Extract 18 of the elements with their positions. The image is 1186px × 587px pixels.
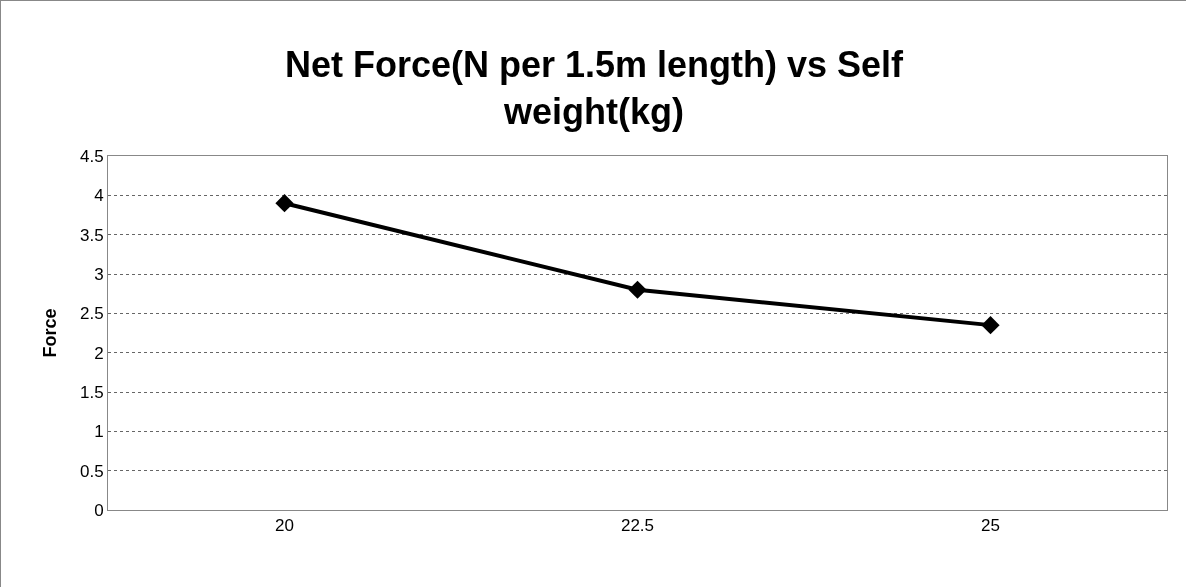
y-tick-label: 3.5	[79, 225, 104, 245]
chart-title: Net Force(N per 1.5m length) vs Self weight(kg)	[284, 44, 905, 133]
y-tick-label: 3	[94, 264, 104, 284]
y-tick-label: 0	[94, 500, 104, 520]
x-tick-label: 25	[981, 516, 1000, 536]
x-tick-label: 20	[275, 516, 294, 536]
y-tick-label: 2.5	[79, 304, 104, 324]
y-tick-label: 1.5	[79, 382, 104, 402]
x-tick-label: 22.5	[620, 516, 655, 536]
y-tick-label: 2	[94, 343, 104, 363]
point	[275, 194, 294, 213]
y-tick-label: 4.5	[79, 146, 104, 166]
y-tick-label: 4	[94, 186, 104, 206]
y-axis-title: Force	[40, 308, 61, 358]
y-tick-label: 0.5	[79, 461, 104, 481]
point	[981, 316, 1000, 335]
y-tick-label: 1	[94, 422, 104, 442]
point	[628, 280, 647, 299]
